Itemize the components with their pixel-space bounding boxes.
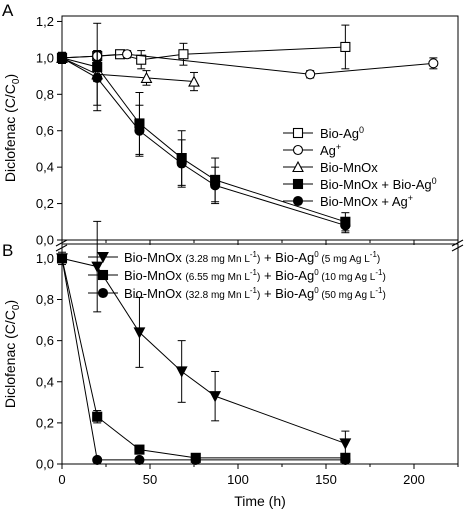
x-tick-label: 150 <box>315 472 337 487</box>
legend-marker <box>292 195 304 207</box>
x-tick-label: 50 <box>143 472 157 487</box>
panel-b: B 0,0 0,2 0,4 0,6 0,8 1,0 0 50 100 150 200 Diclof… <box>2 220 459 509</box>
y-tick-label: 0,2 <box>36 415 54 430</box>
panel-b-frame <box>61 243 459 465</box>
data-point <box>176 158 187 169</box>
data-point <box>305 69 316 80</box>
legend-label: Ag+ <box>320 142 341 158</box>
data-point <box>133 327 146 339</box>
series-line <box>61 257 346 444</box>
data-point <box>340 454 351 465</box>
data-point <box>175 366 188 378</box>
series-bio-mnox-6-55-mg-mn-l-1-bio-ag0-10-mg-ag-l-1 <box>56 251 351 463</box>
x-tick-label: 100 <box>227 472 249 487</box>
data-point <box>188 75 200 87</box>
series-ag <box>56 49 439 80</box>
legend-marker <box>292 127 304 139</box>
data-point <box>178 49 189 60</box>
panel-a-y-axis: 0,0 0,2 0,4 0,6 0,8 1,0 1,2 <box>36 14 62 248</box>
y-tick-label: 0,0 <box>36 233 54 248</box>
data-point <box>340 41 351 53</box>
panel-b-x-axis-title: Time (h) <box>234 493 286 509</box>
panel-a-series <box>56 22 439 234</box>
data-point <box>428 58 439 69</box>
panel-b-legend: Bio-MnOx (3.28 mg Mn L-1) + Bio-Ag0 (5 m… <box>88 250 386 301</box>
series-line <box>61 57 195 83</box>
legend-label: Bio-MnOx (6.55 mg Mn L-1) + Bio-Ag0 (10 … <box>124 268 386 283</box>
legend-item-bio-mnox-3-28-mg-mn-l-1-bio-ag0-5-mg-ag-l-1: Bio-MnOx (3.28 mg Mn L-1) + Bio-Ag0 (5 m… <box>88 250 380 265</box>
data-point <box>92 411 103 422</box>
panel-b-x-axis: 0 50 100 150 200 <box>58 464 459 487</box>
y-tick-label: 0,2 <box>36 196 54 211</box>
data-point <box>122 49 133 60</box>
panel-b-y-axis: 0,0 0,2 0,4 0,6 0,8 1,0 <box>36 251 62 472</box>
legend-item-bio-mnox-6-55-mg-mn-l-1-bio-ag0-10-mg-ag-l-1: Bio-MnOx (6.55 mg Mn L-1) + Bio-Ag0 (10 … <box>88 268 386 283</box>
panel-a: A 0,0 0,2 0,4 0,6 0,8 1,0 1,2 Diclofenac (C/C0… <box>2 1 459 248</box>
data-point <box>56 52 68 63</box>
legend-item-bio-mnox: Bio-MnOx <box>283 160 378 175</box>
series-bio-mnox-32-8-mg-mn-l-1-bio-ag0-50-mg-ag-l-1 <box>56 253 351 465</box>
panel-a-y-axis-title: Diclofenac (C/C0) <box>2 74 22 182</box>
y-tick-label: 1,0 <box>36 251 54 266</box>
data-point <box>134 444 145 455</box>
panel-a-frame <box>61 15 459 241</box>
y-tick-label: 1,0 <box>36 50 54 65</box>
data-point <box>91 261 104 273</box>
y-tick-label: 0,4 <box>36 374 54 389</box>
panel-b-y-axis-title: Diclofenac (C/C0) <box>2 300 22 408</box>
legend-item-ag: Ag+ <box>283 142 341 158</box>
legend-marker <box>292 178 304 190</box>
y-tick-label: 0,6 <box>36 333 54 348</box>
series-line <box>61 57 346 223</box>
series-line <box>61 57 346 226</box>
legend-item-bio-ag0: Bio-Ag0 <box>283 125 364 141</box>
legend-marker <box>292 144 304 156</box>
panel-b-letter: B <box>2 241 13 260</box>
legend-label: Bio-MnOx + Bio-Ag0 <box>320 176 437 192</box>
legend-item-bio-mnox-bio-ag0: Bio-MnOx + Bio-Ag0 <box>283 176 437 192</box>
y-tick-label: 0,0 <box>36 457 54 472</box>
data-point <box>92 454 103 465</box>
legend-label: Bio-MnOx <box>320 160 378 175</box>
legend-item-bio-mnox-ag: Bio-MnOx + Ag+ <box>283 193 413 209</box>
data-point <box>134 125 145 136</box>
legend-marker <box>97 269 109 281</box>
y-tick-label: 0,4 <box>36 160 54 175</box>
data-point <box>56 253 68 264</box>
panel-b-series <box>56 220 352 465</box>
series-bio-mnox-ag <box>56 50 351 234</box>
legend-marker <box>97 251 109 264</box>
data-point <box>134 454 145 465</box>
data-point <box>209 391 222 403</box>
legend-marker <box>97 287 109 299</box>
data-point <box>92 72 103 83</box>
legend-marker <box>292 160 304 173</box>
y-tick-label: 0,6 <box>36 123 54 138</box>
data-point <box>339 438 352 450</box>
series-line <box>61 46 346 61</box>
legend-item-bio-mnox-32-8-mg-mn-l-1-bio-ag0-50-mg-ag-l-1: Bio-MnOx (32.8 mg Mn L-1) + Bio-Ag0 (50 … <box>88 286 386 301</box>
y-tick-label: 1,2 <box>36 14 54 29</box>
data-point <box>140 71 153 83</box>
legend-label: Bio-MnOx + Ag+ <box>320 193 413 209</box>
data-point <box>340 220 351 231</box>
panel-a-letter: A <box>2 1 14 20</box>
data-point <box>210 180 221 191</box>
data-point <box>136 54 147 65</box>
x-tick-label: 0 <box>58 472 65 487</box>
x-tick-label: 200 <box>403 472 425 487</box>
y-tick-label: 0,8 <box>36 292 54 307</box>
legend-label: Bio-Ag0 <box>320 125 364 141</box>
y-tick-label: 0,8 <box>36 87 54 102</box>
legend-label: Bio-MnOx (32.8 mg Mn L-1) + Bio-Ag0 (50 … <box>124 286 386 301</box>
legend-label: Bio-MnOx (3.28 mg Mn L-1) + Bio-Ag0 (5 m… <box>124 250 380 265</box>
data-point <box>190 454 201 465</box>
